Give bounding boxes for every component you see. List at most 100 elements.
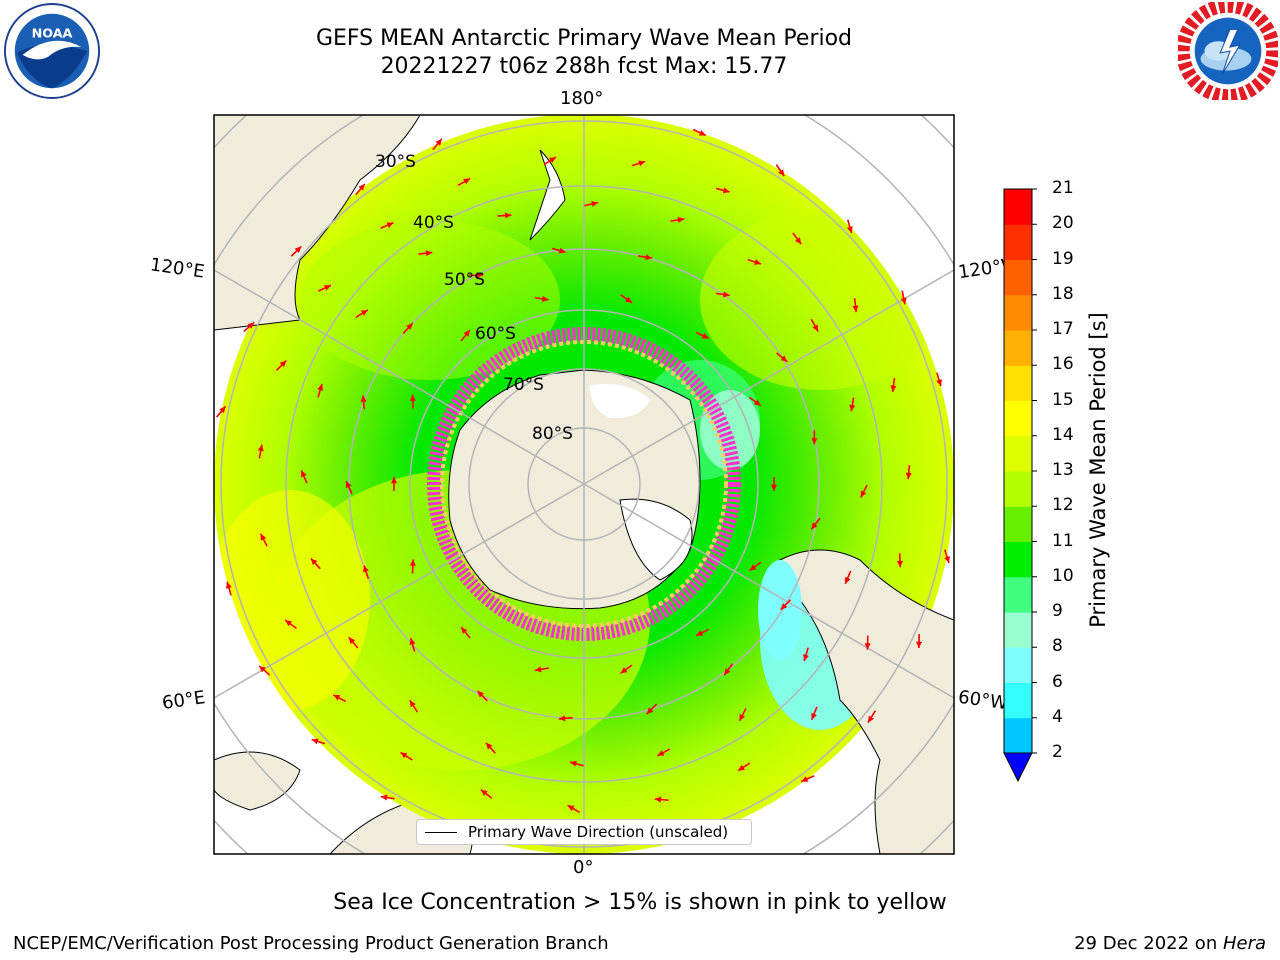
chart-subtitle: 20221227 t06z 288h fcst Max: 15.77 xyxy=(380,54,788,79)
wave-arrow-head xyxy=(463,178,471,185)
colorbar-tick-label: 18 xyxy=(1052,283,1074,304)
wave-arrow-head xyxy=(285,620,293,627)
nws-logo xyxy=(1178,2,1278,100)
wave-arrow-head xyxy=(409,559,416,566)
wave-arrow-head xyxy=(915,641,923,649)
wave-arrow-head xyxy=(811,438,818,445)
wave-arrow-head xyxy=(485,742,493,750)
wave-arrow-head xyxy=(811,712,817,720)
colorbar-tick-label: 16 xyxy=(1052,354,1074,375)
wave-arrow-head xyxy=(803,654,809,662)
wave-arrow-head xyxy=(348,637,356,645)
colorbar-segment xyxy=(1004,400,1032,437)
wave-arrow-head xyxy=(638,160,646,167)
wave-arrow-head xyxy=(860,490,867,498)
wave-arrow-head xyxy=(558,247,566,254)
colorbar-tick-label: 10 xyxy=(1052,565,1074,586)
wave-arrow-head xyxy=(406,323,413,330)
colorbar-tick-label: 12 xyxy=(1052,495,1074,516)
wave-arrow-head xyxy=(259,665,266,673)
wave-arrow-head xyxy=(476,272,484,279)
wave-arrow-head xyxy=(279,360,287,368)
wave-arrow-head xyxy=(645,254,652,261)
wave-arrow-head xyxy=(363,565,369,573)
sea-ice-note: Sea Ice Concentration > 15% is shown in … xyxy=(333,890,947,915)
wave-arrow-head xyxy=(723,291,730,298)
wave-arrow-head xyxy=(620,667,628,674)
wave-arrow-head xyxy=(890,385,897,392)
wave-arrow-head xyxy=(738,764,745,771)
colorbar-segment xyxy=(1004,717,1032,754)
wave-direction-arrows xyxy=(216,128,950,839)
colorbar-segment xyxy=(1004,294,1032,331)
wave-arrow-head xyxy=(257,444,264,452)
colorbar-tick-label: 2 xyxy=(1052,742,1063,762)
wave-arrow-head xyxy=(905,472,912,480)
wave-arrow-head xyxy=(801,776,809,782)
wave-arrow-head xyxy=(260,533,267,541)
wave-arrow-head xyxy=(812,324,819,332)
colorbar-under-arrow xyxy=(1003,752,1033,783)
wave-arrow-head xyxy=(778,169,785,177)
wave-arrow-head xyxy=(400,752,408,759)
wave-arrow-head xyxy=(541,295,549,302)
wave-arrow-head xyxy=(936,379,943,387)
new-zealand-land xyxy=(529,149,566,241)
svg-text:NOAA: NOAA xyxy=(32,26,73,41)
wave-arrow-head xyxy=(558,715,566,722)
wave-arrow-head xyxy=(811,522,818,530)
lon-label-0: 0° xyxy=(573,857,594,878)
wave-arrow-head xyxy=(247,322,255,329)
wave-arrow-head xyxy=(701,333,709,339)
wave-arrow-head xyxy=(310,558,318,566)
wave-arrow-head xyxy=(301,470,307,478)
colorbar-segment xyxy=(1004,365,1032,401)
wave-arrow-head xyxy=(311,738,319,745)
colorbar-segment xyxy=(1004,576,1032,613)
wave-arrow-head xyxy=(294,246,302,254)
footer-date: 29 Dec 2022 on Hera xyxy=(1074,933,1266,954)
wave-arrow-head xyxy=(696,630,704,636)
wave-arrow-head xyxy=(219,406,226,414)
lat-label-60s: 60°S xyxy=(475,324,516,344)
map-frame xyxy=(213,114,955,855)
wave-arrow-head xyxy=(360,395,367,402)
wave-arrow-head xyxy=(849,404,856,412)
wave-arrow-head xyxy=(864,643,871,650)
map-legend: Primary Wave Direction (unscaled) xyxy=(416,819,752,845)
wave-arrow-head xyxy=(317,383,324,391)
wave-arrow-head xyxy=(570,760,577,767)
colorbar-segment xyxy=(1004,682,1032,719)
colorbar-tick-label: 4 xyxy=(1052,706,1063,727)
wave-arrow-head xyxy=(323,285,331,291)
wave-arrow-head xyxy=(780,603,788,610)
wave-arrow-head xyxy=(770,484,778,491)
wave-arrow-head xyxy=(549,157,557,164)
noaa-logo: NOAA xyxy=(3,2,101,100)
wave-arrow-head xyxy=(780,355,788,362)
wave-arrow-head xyxy=(480,789,488,796)
wave-arrow-head xyxy=(225,581,232,589)
footer-date-text: 29 Dec 2022 on xyxy=(1074,933,1223,954)
wave-arrow-head xyxy=(722,187,730,194)
wave-arrow-head xyxy=(698,130,706,136)
wave-arrow-head xyxy=(654,796,662,803)
colorbar-segment xyxy=(1004,647,1032,683)
colorbar-tick-label: 6 xyxy=(1052,671,1063,692)
colorbar-tick-label: 9 xyxy=(1052,601,1063,621)
wave-arrow-head xyxy=(846,226,853,234)
colorbar-tick-label: 19 xyxy=(1052,248,1074,269)
chart-title: GEFS MEAN Antarctic Primary Wave Mean Pe… xyxy=(315,26,853,51)
wave-arrow-head xyxy=(591,200,599,207)
wave-arrow-head xyxy=(333,694,341,701)
colorbar-tick-label: 13 xyxy=(1052,460,1074,480)
wave-arrow-head xyxy=(386,222,394,229)
colorbar-segment xyxy=(1004,506,1032,542)
footer-host: Hera xyxy=(1222,933,1266,954)
wave-arrow-head xyxy=(657,750,665,756)
wave-arrow-head xyxy=(477,690,485,698)
wave-arrow-head xyxy=(461,627,468,634)
wave-arrow-head xyxy=(852,305,859,313)
